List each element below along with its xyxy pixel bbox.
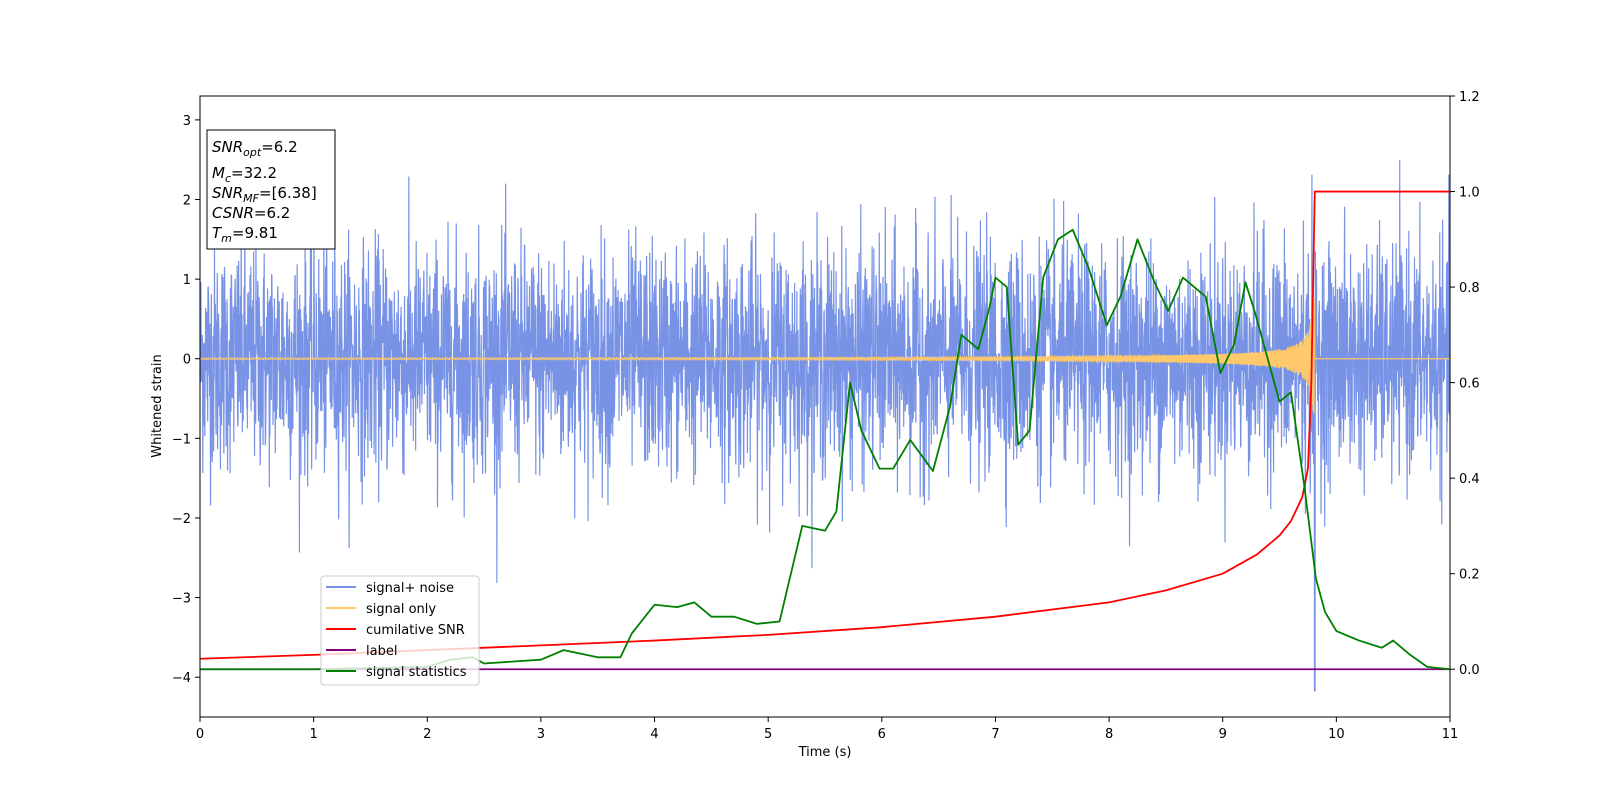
info-snr-opt: SNRopt=6.2 — [212, 138, 298, 159]
series-cumulative-snr — [199, 190, 1450, 660]
x-axis-ticks: 0 1 2 3 4 5 6 7 8 9 10 11 — [196, 717, 1458, 742]
y-left-tick-label: 2 — [183, 194, 191, 209]
info-snr-opt-symbol: SNR — [212, 138, 243, 156]
info-snr-mf-subscript: MF — [243, 192, 259, 205]
y-left-tick-label: −1 — [172, 432, 191, 447]
x-axis-label: Time (s) — [798, 745, 852, 760]
legend-label-signal-only: signal only — [366, 602, 436, 617]
info-csnr-value: =6.2 — [254, 204, 290, 222]
x-tick-label: 5 — [764, 727, 772, 742]
legend-frame — [320, 575, 480, 686]
signal-only-layer — [199, 300, 1450, 414]
info-csnr: CSNR=6.2 — [212, 204, 290, 222]
x-tick-label: 9 — [1219, 727, 1227, 742]
info-tm-subscript: m — [221, 232, 232, 245]
y-left-tick-label: 3 — [183, 114, 191, 129]
y-left-tick-label: −4 — [172, 671, 191, 686]
info-snr-mf-value: =[6.38] — [259, 184, 317, 202]
legend-label-signal-statistics: signal statistics — [366, 665, 467, 680]
y-left-tick-label: −3 — [172, 592, 191, 607]
x-tick-label: 10 — [1328, 727, 1345, 742]
info-snr-mf-symbol: SNR — [212, 184, 243, 202]
y-right-tick-label: 0.8 — [1459, 281, 1480, 296]
info-snr-opt-subscript: opt — [243, 146, 262, 159]
legend-label-label: label — [366, 644, 397, 659]
y-left-tick-label: 0 — [183, 353, 191, 368]
x-tick-label: 7 — [991, 727, 999, 742]
y-right-axis-ticks: 1.2 1.0 0.8 0.6 0.4 0.2 0.0 — [1450, 90, 1480, 678]
series-signal-only — [199, 300, 1450, 414]
info-mc-subscript: c — [225, 172, 231, 185]
y-left-tick-label: 1 — [183, 273, 191, 288]
legend-label-signal-noise: signal+ noise — [366, 581, 454, 596]
x-tick-label: 11 — [1442, 727, 1459, 742]
y-right-tick-label: 0.6 — [1459, 377, 1480, 392]
y-right-tick-label: 1.0 — [1459, 186, 1480, 201]
info-mc-symbol: M — [212, 164, 225, 182]
info-tm-value: =9.81 — [232, 224, 278, 242]
y-left-tick-label: −2 — [172, 512, 191, 527]
series-signal-statistics — [200, 228, 1451, 671]
info-box-frame — [206, 129, 336, 250]
legend-label-cumulative-snr: cumilative SNR — [366, 623, 465, 638]
info-tm: Tm=9.81 — [212, 224, 278, 245]
plot-frame — [199, 95, 1451, 718]
info-tm-symbol: T — [212, 224, 223, 242]
series-signal-noise — [199, 160, 1451, 692]
x-tick-label: 0 — [196, 727, 204, 742]
y-right-tick-label: 0.4 — [1459, 472, 1480, 487]
y-right-tick-label: 1.2 — [1459, 90, 1480, 105]
info-mc: Mc=32.2 — [212, 164, 277, 185]
info-box: SNRopt=6.2 Mc=32.2 SNRMF=[6.38] CSNR=6.2… — [206, 129, 336, 250]
info-snr-mf: SNRMF=[6.38] — [212, 184, 317, 205]
x-tick-label: 1 — [309, 727, 317, 742]
y-right-tick-label: 0.2 — [1459, 568, 1480, 583]
info-csnr-symbol: CSNR — [212, 204, 254, 222]
x-tick-label: 2 — [423, 727, 431, 742]
x-tick-label: 4 — [650, 727, 658, 742]
x-tick-label: 3 — [537, 727, 545, 742]
x-tick-label: 8 — [1105, 727, 1113, 742]
y-right-tick-label: 0.0 — [1459, 663, 1480, 678]
y-left-axis-ticks: 3 2 1 0 −1 −2 −3 −4 — [172, 114, 200, 686]
legend: signal+ noise signal only cumilative SNR… — [320, 575, 480, 686]
y-axis-label: Whitened strain — [150, 354, 165, 457]
info-mc-value: =32.2 — [231, 164, 277, 182]
x-tick-label: 6 — [878, 727, 886, 742]
signal-noise-layer — [199, 160, 1451, 692]
info-snr-opt-value: =6.2 — [261, 138, 297, 156]
